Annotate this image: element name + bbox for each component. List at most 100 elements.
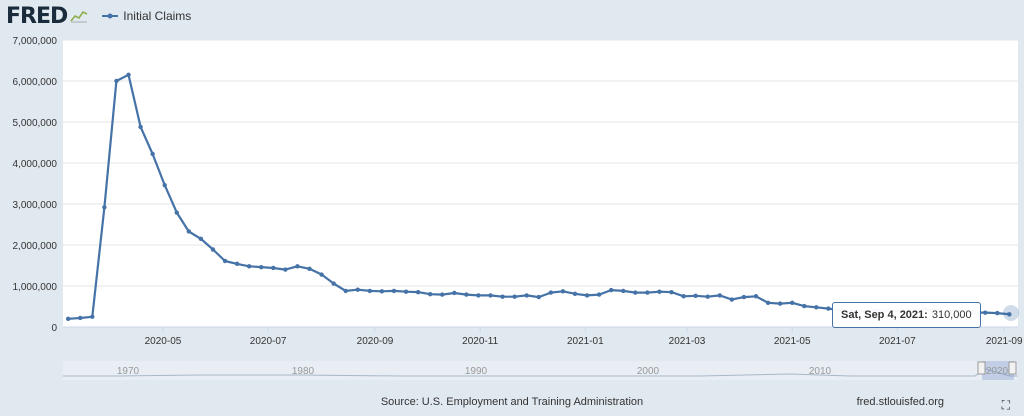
data-point [826,306,831,311]
legend-label: Initial Claims [123,9,192,23]
fullscreen-icon[interactable]: ⛶ [1001,398,1010,412]
data-point [488,293,493,298]
data-point [669,289,674,295]
data-point [65,316,71,321]
data-point [765,300,771,306]
x-tick-label: 2021-03 [669,336,706,347]
navigator-label: 1970 [117,366,140,377]
plot-area [63,40,1018,327]
chart-header: FRED Initial Claims [6,2,191,30]
data-point [572,291,578,296]
data-point [379,289,385,294]
data-point [753,294,759,299]
data-point [802,303,807,309]
y-tick-label: 1,000,000 [13,282,58,293]
navigator-label: 2010 [809,366,832,377]
navigator-label: 1990 [465,366,488,377]
hover-point-halo [1003,305,1019,321]
data-point [415,289,421,295]
data-point [717,293,722,298]
range-handle-icon[interactable] [977,361,986,375]
data-point [983,310,988,315]
data-tooltip: Sat, Sep 4, 2021: 310,000 [832,302,981,328]
data-point [440,292,445,297]
data-point [814,305,819,310]
legend-item[interactable]: Initial Claims [102,9,191,23]
y-tick-label: 3,000,000 [13,200,58,211]
data-point [452,290,457,296]
data-point [114,78,119,84]
data-point [693,293,698,299]
line-chart: 0 1,000,000 2,000,000 3,000,000 4,000,000 5,0… [13,36,1023,380]
data-point [777,301,783,306]
data-point [222,258,228,264]
data-point [259,264,264,270]
data-point [307,266,312,271]
navigator-label: 2020 [986,366,1009,377]
x-tick-label: 2020-05 [145,336,182,347]
data-point [295,264,300,269]
data-point [283,267,288,272]
data-point [343,288,348,294]
data-point [319,272,324,277]
data-point [174,210,179,215]
grid-lines [63,39,1018,287]
x-tick-label: 2021-09 [986,336,1023,347]
data-point [512,294,517,299]
data-point [500,294,505,299]
range-handle-icon[interactable] [1008,361,1017,375]
data-point [995,310,1000,316]
data-point [657,289,662,294]
data-point [596,292,602,297]
tooltip-date: Sat, Sep 4, 2021: [841,309,928,321]
y-axis-labels: 0 1,000,000 2,000,000 3,000,000 4,000,000 5,0… [13,36,58,334]
data-point [536,294,541,300]
y-tick-label: 5,000,000 [13,118,58,129]
data-point [186,229,192,234]
tooltip-value: 310,000 [931,309,972,321]
range-navigator[interactable]: 1970 1980 1990 2000 2010 2020 [63,361,1018,380]
data-point [162,182,167,188]
data-point [476,293,481,298]
data-point [681,294,686,299]
navigator-selection[interactable] [982,361,1014,380]
x-tick-label: 2021-01 [567,336,604,347]
trend-graph-icon [70,10,88,23]
navigator-label: 2000 [637,366,660,377]
data-point [645,290,650,295]
data-point [90,314,95,319]
data-point [633,290,638,295]
data-point [705,294,710,299]
y-tick-label: 4,000,000 [13,159,58,170]
navigator-label: 1980 [292,366,315,377]
data-point [78,315,83,321]
x-axis-labels: 2020-05 2020-07 2020-09 2020-11 2021-01 2021-… [145,327,1023,347]
legend-line-icon [102,13,119,19]
data-point [367,288,373,294]
navigator-labels: 1970 1980 1990 2000 2010 2020 [117,366,1009,377]
y-tick-label: 7,000,000 [13,36,58,47]
x-tick-label: 2021-05 [774,336,811,347]
x-tick-label: 2020-07 [250,336,287,347]
site-link[interactable]: fred.stlouisfed.org [856,396,944,408]
x-tick-label: 2020-09 [357,336,394,347]
data-point [246,264,252,269]
data-point [584,293,590,298]
data-point [789,300,795,306]
data-point [126,72,131,78]
data-point [138,124,143,130]
x-tick-label: 2021-07 [879,336,916,347]
data-point [331,281,336,286]
data-point [271,265,276,271]
x-tick-label: 2020-11 [462,336,498,347]
data-point [729,297,735,302]
data-point [198,236,204,242]
data-point [102,205,107,210]
data-point [391,288,397,294]
data-point [741,294,747,300]
data-point [210,247,216,252]
fred-logo[interactable]: FRED [6,3,68,29]
data-point [427,292,433,297]
data-point [403,289,409,294]
data-point [234,261,240,267]
